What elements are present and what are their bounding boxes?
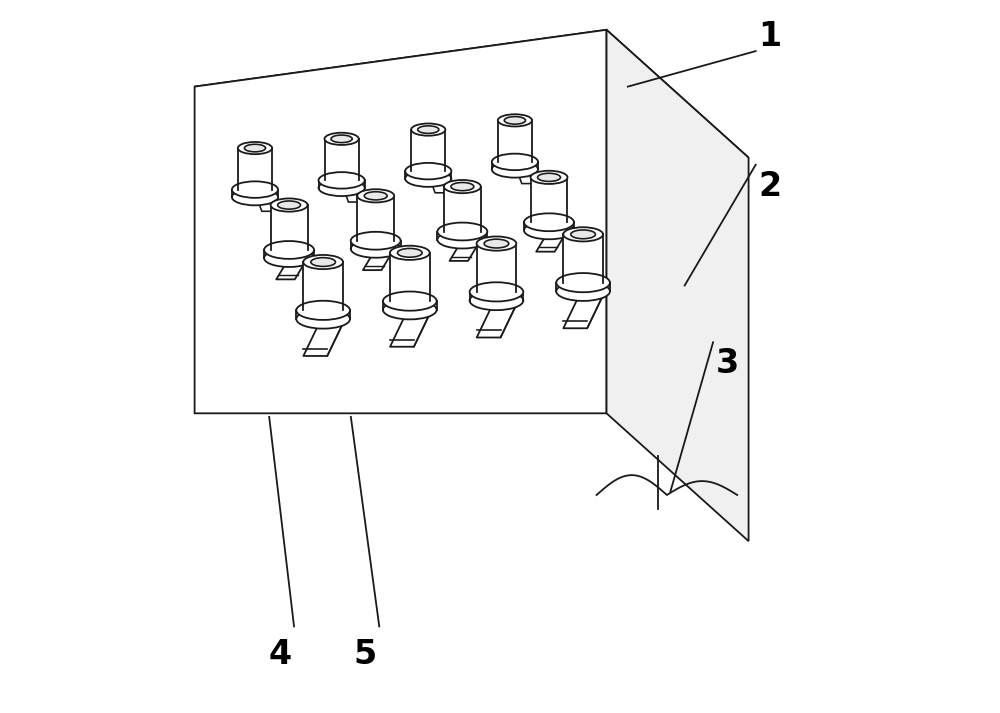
Text: 1: 1: [758, 21, 781, 53]
Ellipse shape: [397, 248, 422, 257]
Ellipse shape: [524, 213, 574, 231]
Ellipse shape: [311, 257, 335, 267]
Text: 4: 4: [268, 638, 291, 672]
Ellipse shape: [470, 282, 523, 302]
Ellipse shape: [492, 161, 538, 178]
Ellipse shape: [238, 142, 272, 154]
Polygon shape: [303, 262, 343, 310]
Ellipse shape: [232, 181, 278, 198]
Ellipse shape: [492, 154, 538, 170]
Ellipse shape: [331, 135, 352, 143]
Text: 5: 5: [353, 638, 377, 672]
Polygon shape: [238, 148, 272, 190]
Polygon shape: [195, 30, 607, 414]
Ellipse shape: [538, 173, 560, 181]
Ellipse shape: [477, 237, 516, 251]
Ellipse shape: [351, 232, 401, 250]
Polygon shape: [195, 30, 749, 215]
Ellipse shape: [498, 114, 532, 126]
Ellipse shape: [451, 183, 474, 190]
Ellipse shape: [244, 144, 266, 152]
Ellipse shape: [444, 180, 481, 193]
Ellipse shape: [531, 170, 567, 184]
Ellipse shape: [418, 125, 439, 133]
Ellipse shape: [351, 240, 401, 257]
Polygon shape: [325, 139, 359, 180]
Ellipse shape: [325, 133, 359, 145]
Polygon shape: [477, 244, 516, 292]
Ellipse shape: [556, 282, 610, 301]
Polygon shape: [357, 196, 394, 241]
Ellipse shape: [437, 231, 487, 249]
Ellipse shape: [383, 300, 437, 319]
Ellipse shape: [296, 301, 350, 320]
Ellipse shape: [357, 189, 394, 202]
Ellipse shape: [319, 180, 365, 196]
Ellipse shape: [437, 222, 487, 240]
Text: 2: 2: [758, 170, 781, 202]
Ellipse shape: [232, 189, 278, 205]
Ellipse shape: [278, 201, 301, 209]
Ellipse shape: [484, 239, 509, 248]
Ellipse shape: [563, 227, 603, 242]
Ellipse shape: [504, 117, 526, 124]
Ellipse shape: [405, 163, 451, 180]
Polygon shape: [607, 30, 749, 541]
Ellipse shape: [411, 123, 445, 135]
Ellipse shape: [524, 222, 574, 240]
Ellipse shape: [390, 246, 430, 260]
Ellipse shape: [405, 170, 451, 187]
Polygon shape: [531, 178, 567, 222]
Ellipse shape: [271, 198, 308, 212]
Ellipse shape: [264, 241, 314, 259]
Polygon shape: [498, 120, 532, 162]
Ellipse shape: [470, 291, 523, 310]
Ellipse shape: [364, 192, 387, 200]
Ellipse shape: [296, 309, 350, 329]
Ellipse shape: [383, 292, 437, 311]
Polygon shape: [390, 253, 430, 301]
Polygon shape: [563, 235, 603, 282]
Ellipse shape: [319, 172, 365, 189]
Polygon shape: [411, 130, 445, 171]
Ellipse shape: [303, 255, 343, 269]
Text: 3: 3: [716, 347, 739, 380]
Ellipse shape: [264, 249, 314, 267]
Polygon shape: [444, 187, 481, 232]
Ellipse shape: [556, 273, 610, 292]
Ellipse shape: [571, 230, 595, 239]
Polygon shape: [271, 205, 308, 250]
